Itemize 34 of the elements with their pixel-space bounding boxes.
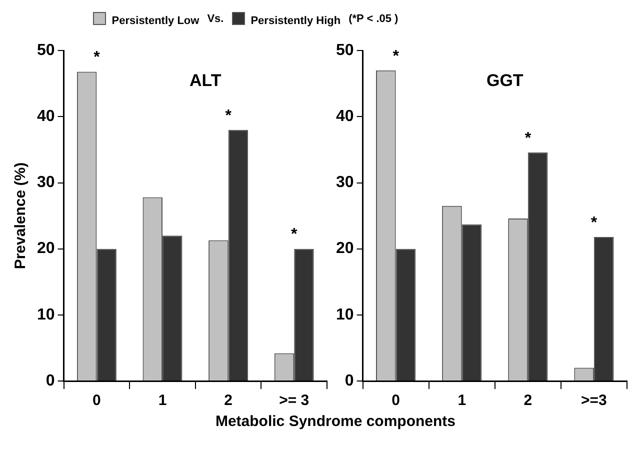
legend-label: Persistently High [250,14,341,26]
x-tick-label: 0 [92,392,101,410]
y-tick-label: 50 [336,42,354,60]
text: Vs. [207,13,224,25]
y-tick-label: 20 [336,240,354,258]
x-tick-label: 1 [458,392,466,410]
annotation: * [290,226,298,244]
y-tick-label: 30 [37,174,55,192]
x-tick-label: >= 3 [279,392,310,410]
x-axis-title: Metabolic Syndrome components [214,413,457,430]
annotation: * [94,49,101,66]
y-tick-label: 40 [37,108,55,126]
y-tick-label: 20 [37,240,55,258]
text: GGT [486,70,524,90]
x-tick-label: 0 [392,392,400,410]
y-axis-title: Prevalence (%) [12,162,30,270]
annotation: * [524,130,532,147]
annotation: * [392,48,400,65]
y-tick-label: 0 [344,372,354,390]
x-tick-label: 1 [158,392,167,410]
annotation: * [590,214,598,232]
y-tick-label: 10 [336,306,354,324]
x-tick-label: >=3 [581,392,607,410]
x-tick-label: 2 [524,392,532,410]
y-tick-label: 0 [46,372,55,390]
y-tick-label: 10 [37,306,55,324]
y-tick-label: 30 [336,174,354,192]
text: (*P < .05 ) [348,13,398,25]
legend-label: Persistently Low [112,14,200,26]
x-tick-label: 2 [224,392,232,410]
y-tick-label: 50 [37,42,55,60]
y-tick-label: 40 [336,108,354,126]
text: ALT [190,70,222,90]
annotation: * [225,107,232,124]
